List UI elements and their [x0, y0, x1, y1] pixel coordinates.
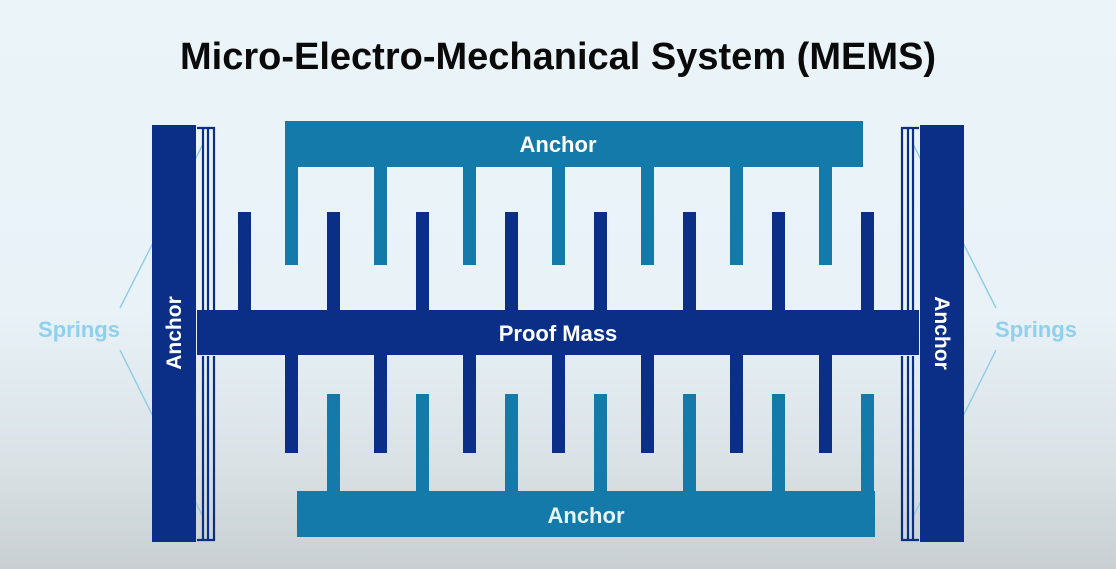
bottom-anchor-finger [327, 394, 340, 491]
proof-mass-finger-up [505, 212, 518, 310]
proof-mass-finger-up [683, 212, 696, 310]
top-anchor-finger [285, 167, 298, 265]
top-anchor-finger [730, 167, 743, 265]
bottom-anchor-finger [683, 394, 696, 491]
top-anchor-finger [374, 167, 387, 265]
proof-mass-bar [197, 310, 919, 355]
proof-mass-finger-down [463, 355, 476, 453]
left-anchor-label: Anchor [163, 296, 186, 370]
bottom-anchor-finger [416, 394, 429, 491]
bottom-anchor-bar [297, 491, 875, 537]
proof-mass-fingers-down [285, 355, 832, 453]
left-lower-spring [197, 356, 216, 542]
bottom-anchor-finger [861, 394, 874, 491]
left-anchor-block [152, 125, 196, 542]
right-upper-spring [900, 126, 919, 310]
proof-mass-finger-up [861, 212, 874, 310]
right-springs [900, 126, 919, 542]
bottom-anchor-fingers [327, 394, 874, 491]
top-anchor-fingers [285, 167, 832, 265]
top-anchor-finger [641, 167, 654, 265]
proof-mass-finger-down [285, 355, 298, 453]
proof-mass-finger-up [416, 212, 429, 310]
springs-label-left: Springs [38, 317, 120, 342]
top-anchor-bar [285, 121, 863, 167]
right-anchor-block [920, 125, 964, 542]
proof-mass-finger-down [552, 355, 565, 453]
proof-mass-label: Proof Mass [499, 321, 618, 346]
proof-mass-finger-down [730, 355, 743, 453]
springs-label-right: Springs [995, 317, 1077, 342]
right-anchor-label: Anchor [930, 296, 953, 370]
top-anchor-label: Anchor [520, 132, 597, 157]
proof-mass-finger-down [374, 355, 387, 453]
proof-mass-finger-down [641, 355, 654, 453]
proof-mass-finger-up [327, 212, 340, 310]
top-anchor-finger [552, 167, 565, 265]
proof-mass-finger-up [238, 212, 251, 310]
diagram-title: Micro-Electro-Mechanical System (MEMS) [180, 36, 936, 78]
top-anchor-finger [463, 167, 476, 265]
proof-mass-finger-down [819, 355, 832, 453]
proof-mass-finger-up [772, 212, 785, 310]
bottom-anchor-label: Anchor [548, 503, 625, 528]
right-lower-spring [900, 356, 919, 542]
bottom-anchor-finger [772, 394, 785, 491]
top-anchor-finger [819, 167, 832, 265]
proof-mass-fingers-up [238, 212, 874, 310]
bottom-anchor-finger [505, 394, 518, 491]
left-springs [197, 126, 216, 542]
bottom-anchor-finger [594, 394, 607, 491]
proof-mass-finger-up [594, 212, 607, 310]
left-upper-spring [197, 126, 216, 310]
